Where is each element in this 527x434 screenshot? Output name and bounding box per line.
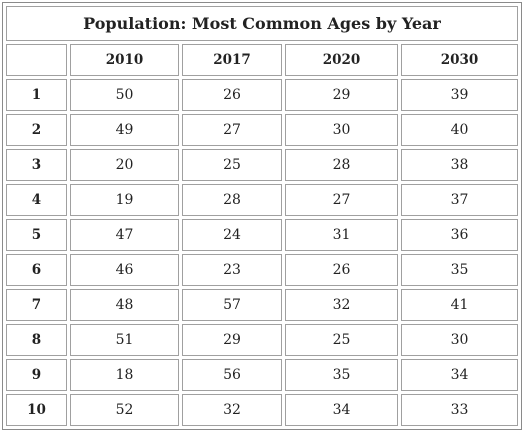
cell: 31 <box>285 219 398 251</box>
cell: 41 <box>401 289 518 321</box>
cell: 26 <box>182 79 282 111</box>
column-header: 2010 <box>70 44 179 76</box>
cell: 28 <box>285 149 398 181</box>
row-label: 7 <box>6 289 67 321</box>
cell: 23 <box>182 254 282 286</box>
column-header: 2020 <box>285 44 398 76</box>
cell: 40 <box>401 114 518 146</box>
cell: 35 <box>401 254 518 286</box>
table-body: 1 50 26 29 39 2 49 27 30 40 3 20 25 28 38 4 19 28 27 37 5 47 2… <box>6 79 518 426</box>
row-label: 10 <box>6 394 67 426</box>
cell: 32 <box>182 394 282 426</box>
row-label: 9 <box>6 359 67 391</box>
cell: 51 <box>70 324 179 356</box>
cell: 38 <box>401 149 518 181</box>
cell: 27 <box>182 114 282 146</box>
cell: 50 <box>70 79 179 111</box>
data-row: 7 48 57 32 41 <box>6 289 518 321</box>
cell: 30 <box>285 114 398 146</box>
data-row: 5 47 24 31 36 <box>6 219 518 251</box>
column-header: 2017 <box>182 44 282 76</box>
cell: 20 <box>70 149 179 181</box>
corner-cell <box>6 44 67 76</box>
cell: 33 <box>401 394 518 426</box>
title-row: Population: Most Common Ages by Year <box>6 6 518 41</box>
data-row: 3 20 25 28 38 <box>6 149 518 181</box>
cell: 26 <box>285 254 398 286</box>
cell: 25 <box>182 149 282 181</box>
cell: 19 <box>70 184 179 216</box>
data-row: 1 50 26 29 39 <box>6 79 518 111</box>
cell: 48 <box>70 289 179 321</box>
row-label: 5 <box>6 219 67 251</box>
data-row: 8 51 29 25 30 <box>6 324 518 356</box>
cell: 46 <box>70 254 179 286</box>
data-row: 6 46 23 26 35 <box>6 254 518 286</box>
cell: 32 <box>285 289 398 321</box>
cell: 57 <box>182 289 282 321</box>
cell: 18 <box>70 359 179 391</box>
cell: 34 <box>401 359 518 391</box>
cell: 35 <box>285 359 398 391</box>
cell: 24 <box>182 219 282 251</box>
cell: 47 <box>70 219 179 251</box>
cell: 36 <box>401 219 518 251</box>
row-label: 8 <box>6 324 67 356</box>
cell: 56 <box>182 359 282 391</box>
age-table: Population: Most Common Ages by Year 201… <box>2 2 522 430</box>
cell: 27 <box>285 184 398 216</box>
data-row: 10 52 32 34 33 <box>6 394 518 426</box>
cell: 30 <box>401 324 518 356</box>
cell: 29 <box>182 324 282 356</box>
cell: 28 <box>182 184 282 216</box>
cell: 34 <box>285 394 398 426</box>
column-header: 2030 <box>401 44 518 76</box>
cell: 37 <box>401 184 518 216</box>
data-row: 4 19 28 27 37 <box>6 184 518 216</box>
header-row: 2010 2017 2020 2030 <box>6 44 518 76</box>
cell: 25 <box>285 324 398 356</box>
data-row: 2 49 27 30 40 <box>6 114 518 146</box>
cell: 29 <box>285 79 398 111</box>
row-label: 2 <box>6 114 67 146</box>
row-label: 3 <box>6 149 67 181</box>
cell: 39 <box>401 79 518 111</box>
row-label: 1 <box>6 79 67 111</box>
row-label: 6 <box>6 254 67 286</box>
table-title: Population: Most Common Ages by Year <box>6 6 518 41</box>
row-label: 4 <box>6 184 67 216</box>
cell: 52 <box>70 394 179 426</box>
data-row: 9 18 56 35 34 <box>6 359 518 391</box>
cell: 49 <box>70 114 179 146</box>
